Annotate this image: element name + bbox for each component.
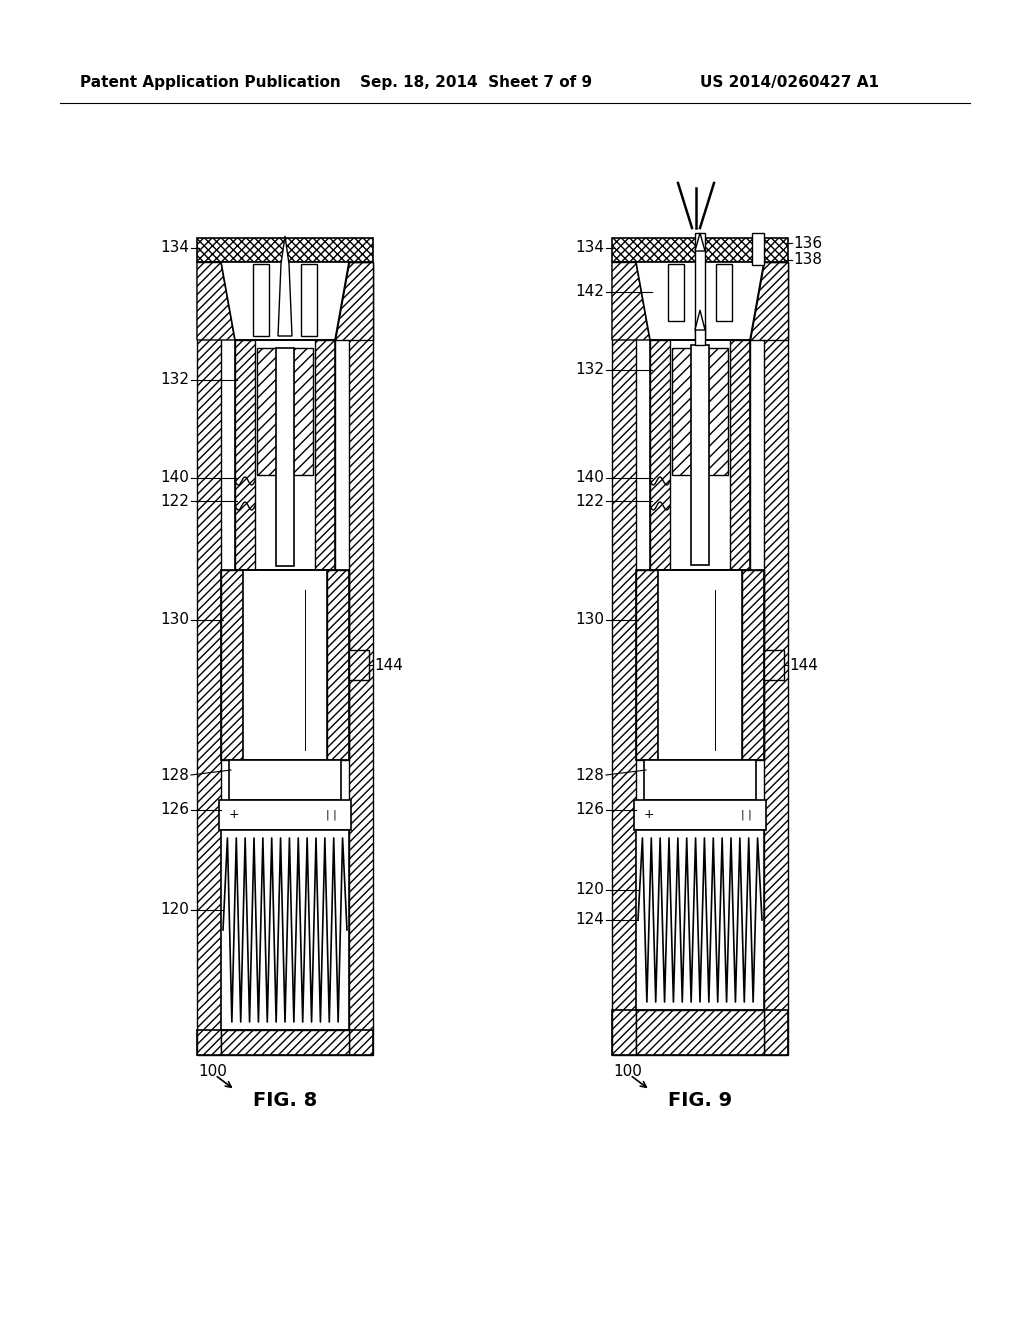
Text: Sep. 18, 2014  Sheet 7 of 9: Sep. 18, 2014 Sheet 7 of 9 [360,75,592,91]
Polygon shape [695,234,705,251]
Bar [234,341,255,570]
Bar [644,760,756,800]
Text: 140: 140 [575,470,604,486]
Bar [764,649,784,680]
Bar [668,264,684,321]
Text: 124: 124 [575,912,604,928]
Bar [221,1030,349,1055]
Text: 132: 132 [575,363,604,378]
Text: +: + [644,808,654,821]
Bar [229,760,341,800]
Text: 100: 100 [613,1064,642,1080]
Text: 128: 128 [160,767,189,783]
Text: +: + [229,808,240,821]
Bar [315,341,335,570]
Bar [612,238,788,261]
Text: 140: 140 [160,470,189,486]
Bar [349,261,373,1055]
Polygon shape [278,236,292,337]
Bar [253,264,269,337]
Text: | |: | | [326,809,336,820]
Bar [730,341,750,570]
Bar [636,830,764,1010]
Bar [197,238,373,261]
Polygon shape [335,261,373,341]
Text: Patent Application Publication: Patent Application Publication [80,75,341,91]
Polygon shape [221,261,349,341]
Text: 130: 130 [575,612,604,627]
Text: 136: 136 [793,235,822,251]
Bar [197,1030,373,1055]
Bar [636,570,658,760]
Text: 126: 126 [160,803,189,817]
Bar [716,264,732,321]
Bar [636,570,764,760]
Text: 130: 130 [160,612,189,627]
Text: 120: 120 [160,903,189,917]
Bar [752,234,764,265]
Bar [301,264,317,337]
Bar [695,325,705,345]
Bar [695,234,705,341]
Bar [612,261,636,1055]
Text: 134: 134 [575,240,604,256]
Polygon shape [197,261,234,341]
Text: 144: 144 [374,657,402,672]
Text: FIG. 8: FIG. 8 [253,1090,317,1110]
Text: 142: 142 [575,285,604,300]
Bar [221,570,243,760]
Bar [658,570,742,760]
Bar [293,348,313,474]
Bar [243,570,327,760]
Bar [257,348,278,474]
Text: FIG. 9: FIG. 9 [668,1090,732,1110]
Bar [742,570,764,760]
Bar [221,570,349,760]
Text: 128: 128 [575,767,604,783]
Bar [634,800,766,830]
Text: 138: 138 [793,252,822,268]
Bar [612,1010,788,1055]
Bar [650,341,670,570]
Bar [349,649,369,680]
Bar [234,341,335,570]
Bar [221,830,349,1030]
Bar [764,261,788,1055]
Text: 134: 134 [160,240,189,256]
Bar [691,345,709,565]
Polygon shape [612,261,650,341]
Text: | |: | | [740,809,752,820]
Text: 132: 132 [160,372,189,388]
Bar [327,570,349,760]
Text: 126: 126 [575,803,604,817]
Polygon shape [695,310,705,330]
Bar [672,348,692,474]
Bar [276,348,294,566]
Text: 122: 122 [575,494,604,508]
Bar [708,348,728,474]
Bar [650,341,750,570]
Bar [219,800,351,830]
Text: 144: 144 [790,657,818,672]
Text: 122: 122 [160,494,189,508]
Bar [197,261,221,1055]
Polygon shape [636,261,764,341]
Text: 120: 120 [575,883,604,898]
Bar [636,1010,764,1055]
Text: 100: 100 [199,1064,227,1080]
Polygon shape [750,261,788,341]
Text: US 2014/0260427 A1: US 2014/0260427 A1 [700,75,879,91]
